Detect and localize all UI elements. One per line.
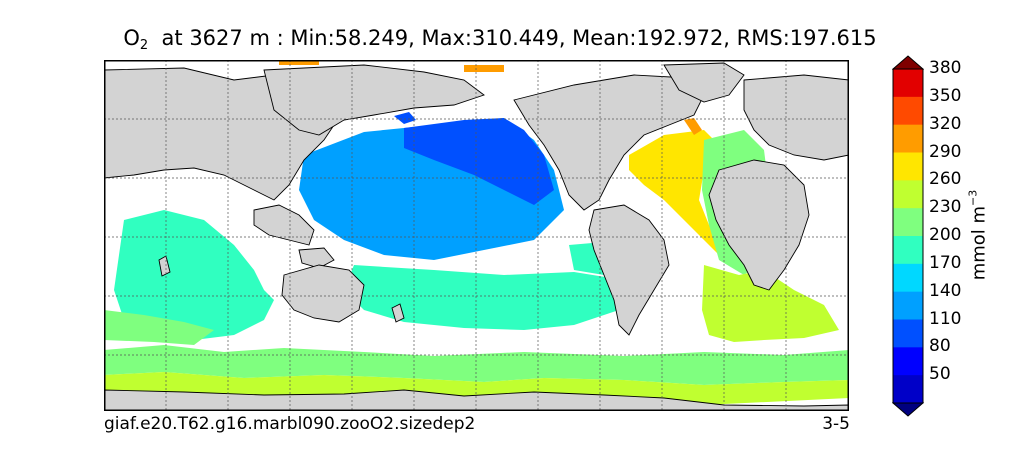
land-maritime-asia [253,204,315,246]
south-atlantic-region [702,265,839,342]
colorbar-tick-label: 200 [929,225,962,245]
colorbar-segment [893,347,923,376]
case-name: giaf.e20.T62.g16.marbl090.zooO2.sizedep2 [104,414,476,434]
colorbar-tick-label: 380 [929,58,962,78]
colorbar-segment [893,319,923,348]
colorbar-tick-label: 80 [929,336,951,357]
colorbar-tick-label: 290 [929,141,962,162]
colorbar-tick-label: 110 [929,308,962,329]
title-variable: O2 [123,26,149,53]
land-europe [743,74,849,161]
colorbar-tick-label: 140 [929,280,962,301]
land-africa [708,159,810,291]
colorbar-segment [893,96,923,126]
land-north-america [513,74,705,211]
colorbar-units-label: mmol m−3 [966,189,990,281]
colorbar-segment [893,124,923,153]
colorbar-segment [893,69,923,98]
colorbar-min-extension [892,402,924,417]
colorbar-segment [893,208,923,237]
colorbar-outline [892,68,924,404]
year-range: 3-5 [822,414,850,434]
ocean-map [104,60,849,411]
map-frame [104,60,849,411]
colorbar-max-extension [892,55,924,70]
north-pacific-deep-region [404,118,554,205]
title-stats: at 3627 m : Min:58.249, Max:310.449, Mea… [161,26,877,50]
land-borneo [298,247,335,269]
colorbar-tick-label: 350 [929,85,962,106]
north-pacific-deep-spot [394,112,416,124]
southern-ocean-region [104,345,849,385]
map-gridlines [104,60,849,411]
indian-ocean-region [114,210,274,340]
colorbar-segment [893,180,923,209]
colorbar-segment [893,291,923,320]
colorbar-tick-label: 260 [929,169,962,190]
colorbar-tick-label: 230 [929,197,962,218]
land-masses [104,62,849,411]
colorbar-tick-label: 320 [929,113,962,134]
colorbar-segment [893,236,923,265]
arctic-patch [684,118,702,135]
land-new-zealand [391,303,405,323]
land-australia [281,264,365,323]
colorbar-segment [893,263,923,293]
colorbar-segment [893,152,923,181]
plot-title: O2 at 3627 m : Min:58.249, Max:310.449, … [0,26,1000,53]
colorbar-segment [893,375,923,404]
colorbar-tick-label: 170 [929,252,962,273]
colorbar [892,55,924,417]
land-south-america [588,204,670,336]
colorbar-tick-label: 50 [929,364,951,385]
land-madagascar [158,255,171,277]
indian-ocean-south-band [104,310,214,345]
